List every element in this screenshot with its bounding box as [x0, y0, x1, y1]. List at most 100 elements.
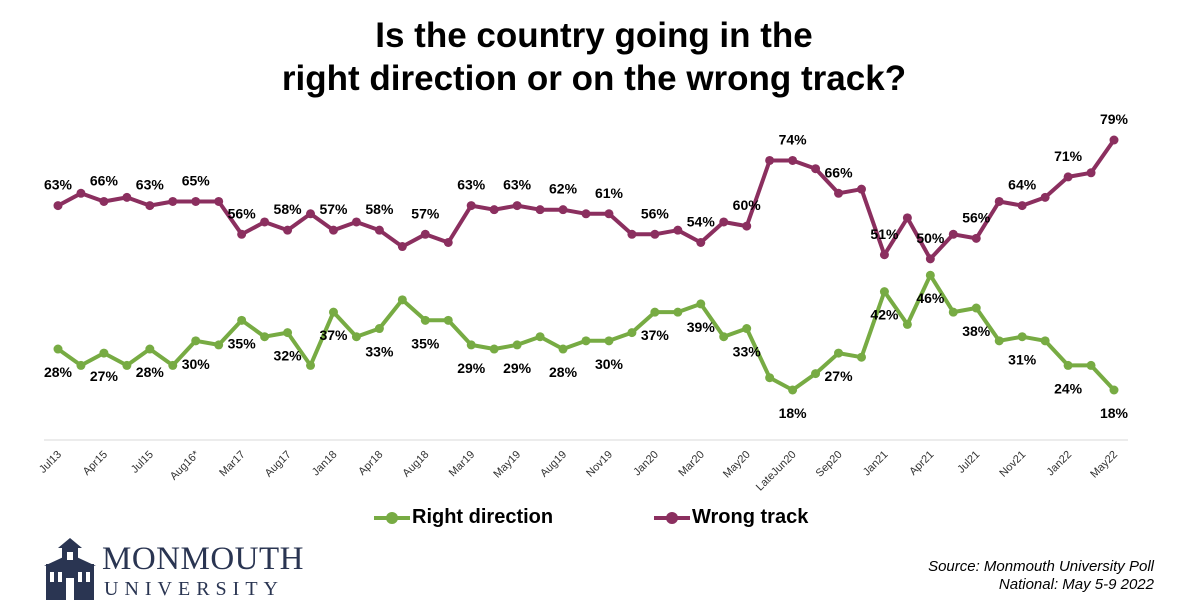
wrong-track-point: [1086, 168, 1096, 178]
right-direction-point: [1017, 332, 1027, 342]
wrong-track-point: [696, 237, 706, 247]
wrong-track-data-label: 62%: [549, 181, 578, 197]
wrong-track-point: [948, 229, 958, 239]
wrong-track-point: [260, 217, 270, 227]
right-direction-point: [512, 340, 522, 350]
right-direction-point: [351, 332, 361, 342]
x-tick-label: May20: [721, 449, 753, 481]
wrong-track-data-label: 79%: [1100, 111, 1129, 127]
wrong-track-data-label: 64%: [1008, 177, 1037, 193]
right-direction-point: [1063, 360, 1073, 370]
wrong-track-point: [971, 233, 981, 243]
wrong-track-data-label: 54%: [687, 213, 716, 229]
wrong-track-data-label: 51%: [870, 226, 899, 242]
right-direction-point: [374, 324, 384, 334]
legend-item-right-direction: Right direction: [374, 506, 553, 529]
wrong-track-data-label: 74%: [779, 131, 808, 147]
wrong-track-point: [788, 155, 798, 165]
wrong-track-point: [719, 217, 729, 227]
right-direction-data-label: 33%: [365, 344, 394, 360]
x-tick-label: Jan22: [1045, 449, 1075, 479]
x-tick-label: Jul15: [129, 449, 156, 476]
right-direction-point: [76, 360, 86, 370]
right-direction-point: [397, 295, 407, 305]
right-direction-point: [834, 348, 844, 358]
wrong-track-data-label: 50%: [916, 230, 945, 246]
title-line-1: Is the country going in the: [375, 16, 813, 55]
x-tick-label: Apr15: [81, 449, 110, 478]
wrong-track-point: [902, 213, 912, 223]
wrong-track-point: [466, 201, 476, 211]
x-tick-label: Aug19: [538, 449, 569, 480]
right-direction-point: [788, 385, 798, 395]
right-direction-point: [237, 315, 247, 325]
wrong-track-data-label: 63%: [457, 177, 486, 193]
right-direction-data-label: 35%: [228, 335, 257, 351]
chart-title: Is the country going in the right direct…: [0, 14, 1188, 100]
logo-name: MONMOUTH: [102, 541, 304, 577]
right-direction-data-label: 30%: [182, 356, 211, 372]
right-direction-point: [925, 270, 935, 280]
source-line-1: Source: Monmouth University Poll: [928, 558, 1154, 575]
right-direction-line: [56, 273, 1116, 392]
wrong-track-point: [214, 196, 224, 206]
right-direction-point: [489, 344, 499, 354]
x-tick-label: Sep20: [814, 449, 845, 480]
wrong-track-point: [374, 225, 384, 235]
wrong-track-point: [489, 205, 499, 215]
right-direction-data-label: 37%: [319, 327, 348, 343]
legend-swatch-wrong: [654, 511, 690, 524]
right-direction-point: [53, 344, 63, 354]
right-direction-data-label: 18%: [1100, 405, 1129, 421]
x-tick-label: Jan20: [631, 449, 661, 479]
wrong-track-point: [834, 188, 844, 198]
right-direction-point: [879, 287, 889, 297]
right-direction-point: [122, 360, 132, 370]
x-tick-label: Jul21: [955, 449, 982, 476]
source-line-2: National: May 5-9 2022: [998, 576, 1154, 593]
x-tick-label: Aug17: [263, 449, 294, 480]
monmouth-logo: MONMOUTH UNIVERSITY: [36, 520, 336, 606]
right-direction-point: [604, 336, 614, 346]
wrong-track-point: [99, 196, 109, 206]
wrong-track-point: [581, 209, 591, 219]
right-direction-point: [168, 360, 178, 370]
chart-legend: Right direction Wrong track: [0, 506, 1188, 532]
wrong-track-point: [535, 205, 545, 215]
right-direction-data-label: 18%: [779, 405, 808, 421]
wrong-track-point: [122, 192, 132, 202]
wrong-track-point: [1017, 201, 1027, 211]
wrong-track-data-label: 66%: [825, 164, 854, 180]
right-direction-point: [328, 307, 338, 317]
wrong-track-data-label: 58%: [274, 201, 303, 217]
x-tick-label: Jan18: [310, 449, 340, 479]
wrong-track-point: [191, 196, 201, 206]
x-tick-label: Jul13: [37, 449, 64, 476]
wrong-track-point: [879, 250, 889, 260]
right-direction-point: [214, 340, 224, 350]
wrong-track-point: [1040, 192, 1050, 202]
wrong-track-point: [351, 217, 361, 227]
x-tick-label: Nov21: [997, 449, 1028, 480]
wrong-track-point: [765, 155, 775, 165]
wrong-track-point: [145, 201, 155, 211]
right-direction-point: [811, 369, 821, 379]
x-tick-label: Mar19: [447, 449, 478, 480]
wrong-track-data-label: 65%: [182, 172, 211, 188]
x-tick-label: Apr18: [356, 449, 385, 478]
logo-subtitle: UNIVERSITY: [104, 578, 284, 600]
right-direction-point: [443, 315, 453, 325]
legend-label-right: Right direction: [412, 506, 554, 528]
x-tick-label: Mar17: [217, 449, 248, 480]
legend-item-wrong-track: Wrong track: [654, 506, 808, 529]
title-line-2: right direction or on the wrong track?: [281, 59, 907, 98]
legend-swatch-right: [374, 511, 410, 524]
right-direction-data-label: 30%: [595, 356, 624, 372]
right-direction-point: [719, 332, 729, 342]
right-direction-point: [1040, 336, 1050, 346]
x-tick-label: LateJun20: [754, 449, 799, 494]
wrong-track-data-label: 60%: [733, 197, 762, 213]
wrong-track-point: [650, 229, 660, 239]
right-direction-point: [466, 340, 476, 350]
right-direction-data-label: 29%: [457, 360, 486, 376]
